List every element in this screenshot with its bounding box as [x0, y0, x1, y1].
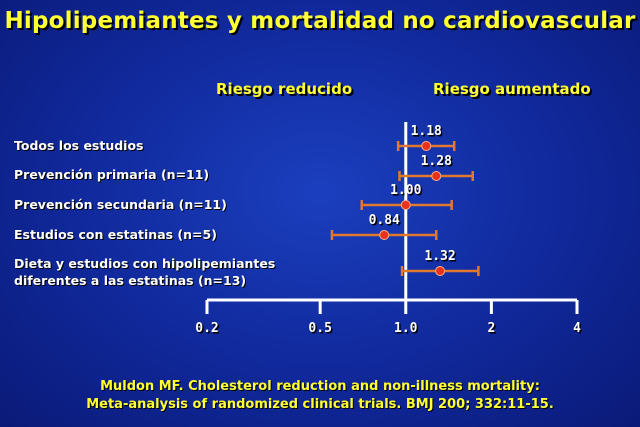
header-reduced-risk: Riesgo reducido: [216, 80, 353, 98]
page-title: Hipolipemiantes y mortalidad no cardiova…: [4, 8, 636, 34]
row-label-statin-studies: Estudios con estatinas (n=5): [14, 227, 217, 242]
estimate-label-shadow: 1.28: [422, 156, 453, 171]
row-label-secondary-prevention: Prevención secundaria (n=11): [14, 197, 227, 212]
citation: Muldon MF. Cholesterol reduction and non…: [0, 378, 640, 414]
estimate-label: 1.28: [421, 154, 452, 169]
point-estimate: [435, 266, 446, 276]
x-tick-label-shadow: 0.2: [197, 323, 220, 338]
row-label-diet-studies-line2: diferentes a las estatinas (n=13): [14, 273, 247, 288]
estimate-label-shadow: 1.00: [392, 185, 423, 200]
citation-line-2: Meta-analysis of randomized clinical tri…: [86, 397, 554, 412]
point-estimate: [379, 230, 390, 240]
row-label-diet-studies-line1: Dieta y estudios con hipolipemiantes: [14, 256, 276, 271]
estimate-label-shadow: 1.32: [426, 251, 457, 266]
estimate-label: 0.84: [369, 213, 400, 228]
estimate-label-shadow: 1.18: [412, 126, 443, 141]
estimate-label: 1.00: [390, 183, 421, 198]
x-tick-label: 4: [573, 321, 581, 336]
point-estimate: [400, 200, 411, 210]
x-tick-label-shadow: 0.5: [310, 323, 333, 338]
x-tick-label: 0.5: [308, 321, 331, 336]
header-increased-risk: Riesgo aumentado: [433, 80, 591, 98]
x-tick-label: 0.2: [195, 321, 218, 336]
estimate-label: 1.32: [424, 249, 455, 264]
x-tick-label: 1.0: [394, 321, 418, 336]
x-tick-label-shadow: 4: [575, 323, 583, 338]
x-tick-label-shadow: 2: [489, 323, 497, 338]
row-label-primary-prevention: Prevención primaria (n=11): [14, 167, 210, 182]
estimate-label-shadow: 0.84: [370, 215, 401, 230]
row-label-all-studies: Todos los estudios: [14, 138, 144, 153]
x-tick-label-shadow: 1.0: [396, 323, 420, 338]
point-estimate: [431, 171, 442, 181]
citation-line-1: Muldon MF. Cholesterol reduction and non…: [100, 379, 540, 394]
point-estimate: [421, 141, 432, 151]
estimate-label: 1.18: [411, 124, 442, 139]
x-tick-label: 2: [487, 321, 495, 336]
